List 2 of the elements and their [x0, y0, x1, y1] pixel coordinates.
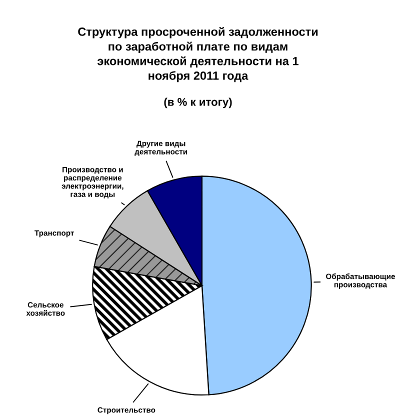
chart-subtitle: (в % к итогу)	[164, 98, 232, 108]
chart-title: Структура просроченной задолженности по заработной плате по видам экономической деятельности на 1 ноября 2011 года	[78, 27, 318, 82]
